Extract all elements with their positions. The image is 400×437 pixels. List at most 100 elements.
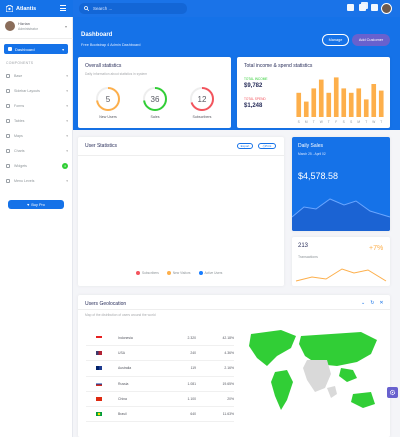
manage-button[interactable]: Manage xyxy=(322,34,349,46)
sidebar-item-dashboard[interactable]: Dashboard ▾ xyxy=(4,44,68,54)
divider xyxy=(78,155,284,156)
flag-icon xyxy=(96,381,102,386)
close-icon[interactable]: ✕ xyxy=(379,300,384,306)
print-icon: ⎙ xyxy=(262,144,266,148)
geolocation-table: Indonesia 2.320 42.18% USA 240 4.36% Aus… xyxy=(86,331,235,423)
page-title: Dashboard xyxy=(81,32,113,38)
table-row[interactable]: Australia 119 2.16% xyxy=(86,361,234,377)
chevron-down-icon[interactable]: ⌄ xyxy=(361,300,366,306)
page-subtitle: Free Bootstrap 4 Admin Dashboard xyxy=(81,43,141,47)
sidebar-item-base[interactable]: Base ▾ xyxy=(6,72,68,80)
user-count: 640 xyxy=(190,412,196,417)
desktop-icon xyxy=(6,164,10,168)
user-avatar[interactable] xyxy=(381,3,392,14)
add-customer-button[interactable]: Add Customer xyxy=(352,34,390,46)
ring-value: 12 xyxy=(198,95,207,104)
tick-label: S xyxy=(298,120,300,124)
user-percent: 42.18% xyxy=(222,336,235,341)
user-count: 2.320 xyxy=(187,336,197,341)
export-button[interactable]: Export xyxy=(237,143,253,149)
bar xyxy=(318,79,324,117)
table-row[interactable]: Russia 1.081 19.65% xyxy=(86,377,234,392)
sidebar-item-label: Dashboard xyxy=(15,46,35,52)
user-count: 240 xyxy=(190,351,196,356)
table-row[interactable]: Brasil 640 11.63% xyxy=(86,407,234,423)
tick-label: T xyxy=(380,120,382,124)
country-name: Brasil xyxy=(118,412,127,417)
buy-pro-button[interactable]: ♥ Buy Pro xyxy=(8,200,64,209)
avatar xyxy=(5,21,15,31)
user-count: 1.081 xyxy=(187,381,197,386)
transactions-count: 213 xyxy=(298,243,309,249)
sidebar-item-forms[interactable]: Forms ▾ xyxy=(6,102,68,110)
card-title: Daily Sales xyxy=(298,143,324,149)
print-button[interactable]: ⎙ Print xyxy=(258,143,276,149)
bell-icon[interactable] xyxy=(359,2,368,11)
bar xyxy=(311,88,317,117)
tick-label: M xyxy=(305,120,308,124)
bar xyxy=(341,88,347,117)
tick-label: T xyxy=(328,120,330,124)
sidebar-item-label: Tables xyxy=(14,119,25,123)
sidebar-toggle-icon[interactable] xyxy=(60,5,66,13)
sidebar-item-label: Charts xyxy=(14,149,25,153)
tick-label: W xyxy=(320,120,323,124)
bar xyxy=(296,92,302,117)
sidebar-user[interactable]: Hizrian Administrator ▾ xyxy=(5,21,67,31)
card-title: Users Geolocation xyxy=(85,301,127,307)
user-percent: 2.16% xyxy=(224,366,234,371)
legend-item[interactable]: Subscribers xyxy=(136,271,159,276)
spend-value: $1,248 xyxy=(244,103,263,109)
chevron-down-icon: ▾ xyxy=(65,24,68,29)
chevron-down-icon: ▾ xyxy=(62,47,64,52)
country-name: USA xyxy=(118,351,125,356)
brand-logo-icon[interactable] xyxy=(6,5,13,12)
sidebar-item-tables[interactable]: Tables ▾ xyxy=(6,117,68,125)
daily-sales-card: Daily Sales March 25 - April 02 $4,578.5… xyxy=(292,137,390,231)
print-label: Print xyxy=(265,144,272,148)
table-row[interactable]: Indonesia 2.320 42.18% xyxy=(86,331,235,347)
sidebar-item-menu-levels[interactable]: Menu Levels ▾ xyxy=(6,177,68,185)
tick-label: S xyxy=(343,120,345,124)
search-input[interactable]: Search ... xyxy=(93,6,113,11)
table-icon xyxy=(6,119,10,123)
map-marker-icon xyxy=(6,134,10,138)
user-statistics-card: User Statistics Export ⎙ Print Subscriber… xyxy=(78,137,284,286)
user-count: 119 xyxy=(190,366,196,371)
envelope-icon[interactable] xyxy=(347,4,354,11)
tick-label: F xyxy=(335,120,337,124)
card-subtitle: Daily information about statistics in sy… xyxy=(85,72,148,76)
settings-button[interactable] xyxy=(387,387,398,398)
bar xyxy=(371,84,377,117)
bar xyxy=(378,90,384,117)
flag-icon xyxy=(96,366,102,371)
brand-name[interactable]: Atlantis xyxy=(16,5,37,12)
ring-label: New Users xyxy=(99,115,117,119)
table-row[interactable]: USA 240 4.36% xyxy=(86,346,234,362)
ring-value: 36 xyxy=(151,95,160,104)
sidebar-item-charts[interactable]: Charts ▾ xyxy=(6,147,68,155)
transactions-line-chart xyxy=(295,268,387,282)
bar xyxy=(356,88,362,117)
ring-value: 5 xyxy=(106,95,111,104)
income-value: $9,782 xyxy=(244,83,263,89)
layers-icon[interactable] xyxy=(371,4,378,11)
bar xyxy=(333,77,339,117)
flag-icon xyxy=(96,412,102,417)
refresh-icon[interactable]: ↻ xyxy=(370,300,375,306)
sidebar-item-maps[interactable]: Maps ▾ xyxy=(6,132,68,140)
chevron-down-icon: ▾ xyxy=(66,89,68,93)
ring-subscribers xyxy=(190,87,214,111)
sidebar-item-widgets[interactable]: Widgets 4 xyxy=(6,162,68,170)
table-row[interactable]: China 1.100 20% xyxy=(86,392,234,407)
flag-icon xyxy=(96,396,102,401)
tick-label: S xyxy=(350,120,352,124)
legend-item[interactable]: New Visitors xyxy=(166,271,191,276)
tick-label: T xyxy=(365,120,367,124)
layers-icon xyxy=(6,74,10,78)
legend-item[interactable]: Active Users xyxy=(198,271,222,276)
sidebar-item-sidebar-layouts[interactable]: Sidebar Layouts ▾ xyxy=(6,87,68,95)
search-box[interactable]: Search ... xyxy=(79,3,187,14)
